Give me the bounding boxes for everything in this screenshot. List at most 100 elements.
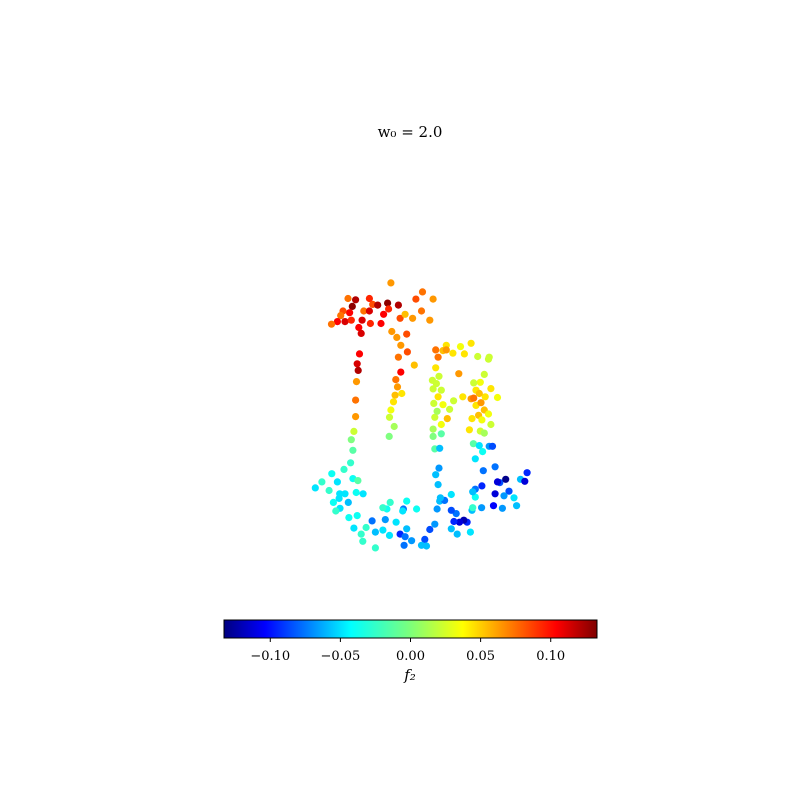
scatter-point-2 xyxy=(418,288,427,296)
scatter-point-198 xyxy=(399,507,407,515)
scatter-point-178 xyxy=(489,502,498,510)
scatter-point-40 xyxy=(397,368,405,376)
scatter-point-98 xyxy=(408,537,416,545)
scatter-point-128 xyxy=(449,349,457,357)
scatter-point-34 xyxy=(393,333,401,341)
scatter-point-193 xyxy=(459,393,467,401)
scatter-point-199 xyxy=(437,430,445,438)
scatter-point-5 xyxy=(360,307,368,315)
scatter-point-58 xyxy=(349,446,357,454)
scatter-point-184 xyxy=(523,469,531,477)
scatter-point-30 xyxy=(426,316,434,324)
scatter-point-20 xyxy=(341,318,349,326)
scatter-point-97 xyxy=(400,541,408,549)
scatter-point-70 xyxy=(352,488,360,497)
scatter-point-90 xyxy=(357,530,365,538)
scatter-point-87 xyxy=(371,528,379,536)
scatter-point-36 xyxy=(403,330,411,338)
scatter-point-114 xyxy=(433,407,441,415)
scatter-point-169 xyxy=(466,528,474,536)
scatter-point-37 xyxy=(403,348,411,356)
scatter-point-119 xyxy=(439,401,447,409)
scatter-point-14 xyxy=(348,302,356,310)
scatter-point-123 xyxy=(432,364,440,372)
scatter-point-164 xyxy=(450,517,458,526)
scatter-point-65 xyxy=(318,478,326,486)
scatter-point-150 xyxy=(469,440,477,448)
chart-title: w₀ = 2.0 xyxy=(378,123,443,141)
scatter-point-54 xyxy=(352,396,360,404)
scatter-point-31 xyxy=(327,320,336,328)
scatter-point-195 xyxy=(446,405,454,413)
scatter-point-28 xyxy=(409,314,417,322)
colorbar-tick-label: 0.05 xyxy=(466,649,495,664)
colorbar-tick-label: −0.05 xyxy=(320,649,360,664)
colorbar-tick-label: 0.00 xyxy=(396,649,425,664)
scatter-point-131 xyxy=(455,370,463,378)
scatter-point-47 xyxy=(385,413,394,421)
scatter-point-185 xyxy=(493,478,502,486)
scatter-point-116 xyxy=(434,393,442,401)
scatter-point-154 xyxy=(471,455,479,463)
scatter-point-62 xyxy=(354,477,362,485)
scatter-point-12 xyxy=(394,301,402,309)
scatter-point-111 xyxy=(429,432,437,440)
scatter-point-88 xyxy=(362,523,370,532)
scatter-point-73 xyxy=(335,494,343,502)
scatter-point-27 xyxy=(401,310,409,318)
scatter-point-76 xyxy=(332,507,340,515)
scatter-point-136 xyxy=(476,378,484,386)
scatter-point-147 xyxy=(465,426,473,434)
scatter-point-33 xyxy=(388,327,396,336)
scatter-point-204 xyxy=(381,516,389,524)
scatter-point-74 xyxy=(344,498,352,506)
scatter-point-107 xyxy=(432,471,440,479)
scatter-point-89 xyxy=(350,524,358,532)
scatter-point-167 xyxy=(447,525,455,533)
scatter-point-196 xyxy=(437,386,445,394)
scatter-point-102 xyxy=(426,525,434,534)
scatter-point-194 xyxy=(450,397,458,405)
scatter-point-146 xyxy=(468,415,476,423)
scatter-point-49 xyxy=(385,432,393,440)
scatter-point-206 xyxy=(488,442,497,450)
scatter-point-19 xyxy=(333,318,341,326)
scatter-point-183 xyxy=(521,477,529,485)
scatter-point-93 xyxy=(379,526,387,534)
scatter-point-132 xyxy=(467,339,475,347)
scatter-point-25 xyxy=(377,319,385,328)
scatter-point-151 xyxy=(475,442,483,450)
scatter-point-135 xyxy=(480,370,488,378)
scatter-point-42 xyxy=(393,383,402,391)
scatter-point-43 xyxy=(391,391,399,399)
scatter-point-125 xyxy=(432,346,440,354)
scatter-point-4 xyxy=(412,295,420,303)
scatter-point-9 xyxy=(374,301,382,309)
scatter-point-29 xyxy=(417,307,426,315)
scatter-point-38 xyxy=(394,353,402,361)
scatter-point-1 xyxy=(384,299,392,307)
scatter-point-60 xyxy=(340,465,348,473)
scatter-point-55 xyxy=(352,413,360,421)
scatter-point-177 xyxy=(491,490,499,498)
scatter-point-50 xyxy=(355,350,364,358)
scatter-point-166 xyxy=(447,506,455,514)
scatter-point-133 xyxy=(474,352,482,361)
scatter-point-145 xyxy=(484,410,493,418)
scatter-point-44 xyxy=(398,389,406,398)
scatter-point-192 xyxy=(487,385,495,393)
scatter-point-181 xyxy=(510,494,518,502)
scatter-point-18 xyxy=(337,312,345,320)
scatter-point-180 xyxy=(513,502,521,510)
scatter-point-176 xyxy=(500,492,508,500)
scatter-point-64 xyxy=(333,478,341,486)
scatter-points xyxy=(311,279,531,552)
scatter-point-152 xyxy=(479,448,487,456)
scatter-point-189 xyxy=(475,389,483,398)
scatter-point-104 xyxy=(433,505,441,513)
scatter-point-174 xyxy=(502,475,510,483)
scatter-point-155 xyxy=(479,467,487,475)
scatter-point-99 xyxy=(421,535,429,544)
scatter-point-110 xyxy=(436,444,444,452)
